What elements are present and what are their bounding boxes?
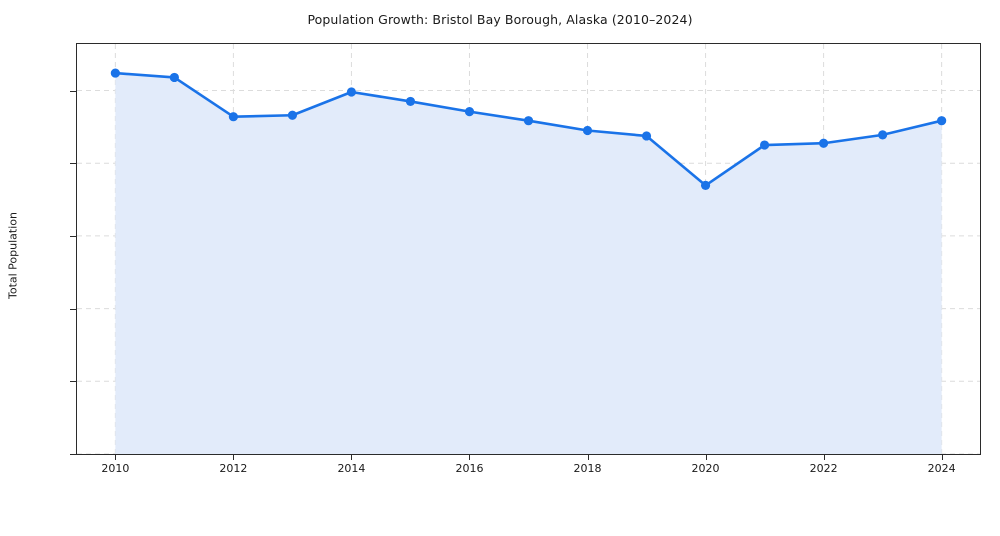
x-tick-label: 2016	[455, 462, 484, 475]
area-fill	[115, 73, 942, 454]
plot-area	[76, 43, 981, 455]
chart-figure: Population Growth: Bristol Bay Borough, …	[6, 12, 981, 475]
data-point-marker	[582, 125, 593, 136]
x-tick-mark	[941, 455, 943, 460]
x-tick-label: 2014	[337, 462, 366, 475]
y-tick-mark	[70, 454, 76, 455]
data-markers	[110, 68, 947, 190]
x-tick-mark	[351, 455, 353, 460]
chart-title: Population Growth: Bristol Bay Borough, …	[307, 12, 693, 27]
x-tick-mark	[115, 455, 117, 460]
data-point-marker	[937, 116, 947, 126]
data-point-marker	[819, 138, 829, 148]
data-point-marker	[878, 130, 888, 140]
data-point-marker	[641, 131, 652, 141]
data-point-marker	[228, 112, 238, 122]
x-tick-mark	[705, 455, 707, 460]
data-point-marker	[346, 87, 357, 97]
x-tick-label: 2020	[691, 462, 720, 475]
y-axis-label: Total Population	[6, 212, 20, 299]
data-point-marker	[110, 68, 120, 78]
y-tick-mark	[70, 308, 76, 310]
x-tick-label: 2018	[573, 462, 602, 475]
x-tick-mark	[233, 455, 235, 460]
x-tick-mark	[587, 455, 589, 460]
data-point-marker	[700, 180, 711, 190]
y-tick-mark	[70, 163, 76, 165]
data-point-marker	[287, 110, 298, 120]
x-tick-label: 2010	[101, 462, 130, 475]
data-point-marker	[169, 72, 179, 83]
line-chart-svg	[77, 44, 980, 454]
x-tick-mark	[469, 455, 471, 460]
data-point-marker	[464, 107, 475, 117]
x-tick-mark	[823, 455, 825, 460]
y-tick-mark	[70, 90, 76, 92]
y-tick-mark	[70, 235, 76, 237]
x-tick-label: 2024	[927, 462, 956, 475]
data-point-marker	[759, 140, 770, 150]
x-tick-label: 2012	[219, 462, 248, 475]
y-tick-mark	[70, 381, 76, 383]
data-point-marker	[523, 116, 534, 126]
data-point-marker	[405, 96, 416, 107]
x-tick-label: 2022	[809, 462, 838, 475]
